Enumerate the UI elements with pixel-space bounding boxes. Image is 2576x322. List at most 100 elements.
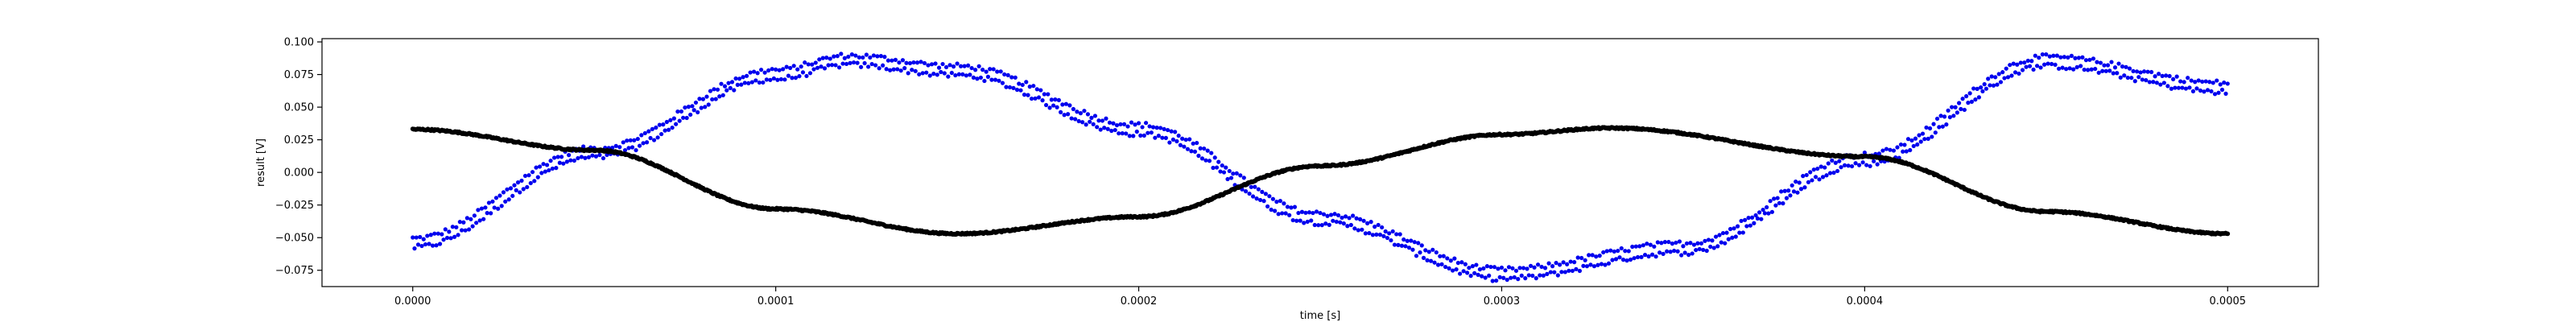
data-point [2141,69,2147,74]
plot-frame [321,38,2319,287]
data-point [1915,142,1920,147]
data-point [1470,264,1475,269]
data-point [1788,193,1793,198]
data-point [697,97,702,101]
data-point [1149,130,1154,135]
data-point [1909,138,1914,143]
data-point [1759,217,1764,221]
data-point [1786,188,1791,193]
data-point [1154,126,1159,130]
data-point [1461,269,1466,274]
data-point [1292,204,1298,209]
data-point [2212,92,2218,97]
data-point [1414,254,1419,258]
data-point [2017,71,2021,76]
data-point [1969,99,1974,104]
data-point [1465,270,1470,275]
data-point [947,63,952,68]
data-point [2205,88,2211,93]
data-point [2044,52,2049,57]
data-point [795,67,800,72]
data-point [1720,230,1726,236]
data-point [782,77,787,82]
data-point [741,75,745,80]
data-point [1517,266,1522,270]
data-point [1753,213,1758,218]
data-point [914,60,920,65]
data-point [456,233,460,237]
data-point [951,64,956,69]
data-point [2115,71,2120,76]
data-point [2037,56,2041,60]
data-point [544,163,550,167]
data-point [1243,189,1249,194]
data-point [561,161,566,166]
data-point [1076,118,1081,124]
data-point [2024,64,2029,69]
data-point [1316,223,1321,228]
data-point [1066,112,1071,117]
data-point [452,234,457,239]
data-point [2151,80,2156,85]
data-point [503,199,508,204]
data-point [1214,165,1220,170]
data-point [868,55,873,60]
data-point [1318,210,1323,216]
data-point [1474,262,1479,267]
data-point [1396,242,1401,247]
data-point [1550,264,1555,269]
data-point [1817,177,1822,182]
data-point [1806,180,1811,184]
data-point [634,147,638,153]
data-point [1875,162,1880,167]
data-point [820,56,825,60]
data-point [1166,127,1170,133]
data-point [2202,89,2207,94]
data-point [1599,262,1604,266]
data-point [590,153,595,158]
data-point [1966,101,1971,105]
data-point [2109,60,2114,64]
data-point [1196,153,1201,159]
data-point [2038,65,2043,70]
data-point [984,69,989,74]
data-point [1198,146,1203,151]
data-point [1380,225,1385,230]
data-point [829,63,835,68]
data-point [1826,161,1831,166]
data-point [1934,116,1940,122]
data-point [2164,73,2169,78]
data-point [882,55,887,60]
data-point [1026,93,1030,97]
data-point [644,140,650,145]
data-point [2004,66,2008,71]
data-point [1837,159,1842,163]
data-point [735,82,740,87]
data-point [690,104,695,109]
data-point [506,197,511,202]
data-point [1004,85,1009,89]
data-point [1545,271,1550,276]
data-point [2157,72,2161,76]
data-point [1853,161,1858,166]
data-point [505,187,510,192]
data-point [1752,221,1757,225]
data-point [859,64,864,69]
data-point [1118,122,1123,127]
data-point [497,193,502,198]
data-point [1555,273,1560,278]
data-point [1668,250,1673,254]
data-point [657,122,662,127]
data-point [1018,88,1023,93]
data-point [626,146,631,151]
data-point [920,71,925,76]
data-point [1209,151,1214,155]
data-point [906,71,910,76]
data-point [1697,246,1702,252]
data-point [1080,120,1085,125]
x-tick-label: 0.0003 [1484,295,1521,308]
data-point [1017,81,1022,86]
data-point [911,60,916,65]
data-point [1802,185,1807,190]
data-point [499,204,504,208]
